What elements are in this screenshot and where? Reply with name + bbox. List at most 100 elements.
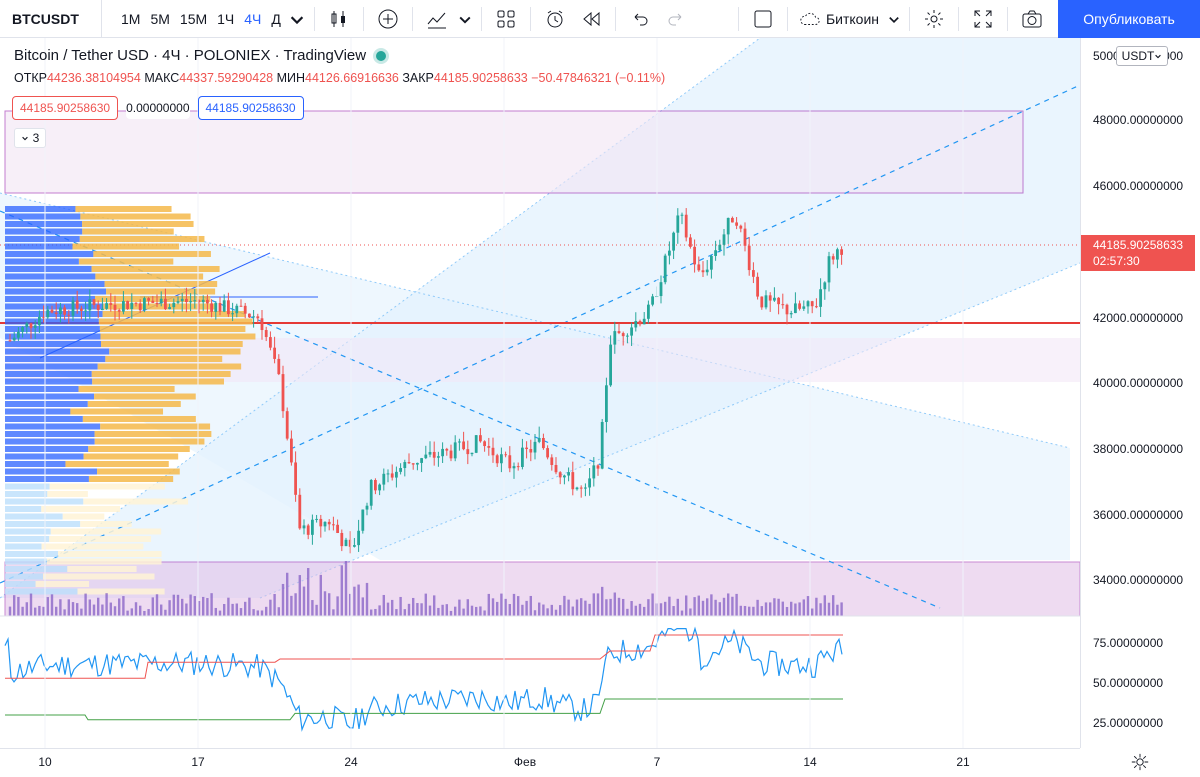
candle (533, 433, 537, 460)
cloud-save-icon[interactable] (796, 3, 824, 35)
replay-icon[interactable] (575, 3, 607, 35)
volume-bar (298, 575, 301, 616)
volume-profile-bar (5, 333, 101, 340)
compare-add-icon[interactable] (372, 3, 404, 35)
candle (831, 253, 835, 265)
interval-5m[interactable]: 5M (150, 10, 170, 27)
volume-bar (508, 604, 511, 616)
volume-profile-bar (106, 288, 216, 295)
sell-price-box[interactable]: 44185.90258630 (12, 96, 119, 120)
volume-profile-bar (80, 521, 132, 527)
volume-bar (63, 609, 66, 616)
interval-15m[interactable]: 15M (179, 10, 208, 27)
volume-bar (559, 605, 562, 616)
undo-icon[interactable] (624, 3, 656, 35)
candle (479, 428, 482, 443)
volume-bar (630, 601, 633, 616)
indicators-icon[interactable] (421, 3, 453, 35)
interval-1h[interactable]: 1Ч (217, 10, 235, 27)
volume-profile-bar (35, 581, 90, 587)
candle (634, 312, 638, 332)
symbol-search-button[interactable]: BTCUSDT (0, 0, 102, 38)
buy-price-box[interactable]: 44185.90258630 (197, 96, 304, 120)
volume-bar (773, 598, 776, 616)
candle (441, 442, 444, 463)
candle (378, 483, 381, 496)
volume-bar (437, 607, 440, 616)
volume-bar (441, 604, 444, 616)
candle (302, 519, 306, 535)
volume-bar (479, 606, 482, 616)
snapshot-camera-icon[interactable] (1016, 3, 1048, 35)
volume-bar (407, 603, 411, 616)
volume-profile-bar (5, 228, 83, 235)
volume-bar (739, 605, 742, 616)
volume-profile-bar (91, 371, 231, 377)
candle (63, 304, 66, 320)
purple-zone-top (4, 110, 1024, 194)
candle (651, 293, 654, 307)
volume-bar (50, 594, 54, 616)
toolbar-divider (614, 6, 616, 31)
fullscreen-box-icon[interactable] (747, 3, 779, 35)
alert-clock-icon[interactable] (539, 3, 571, 35)
volume-profile-bar (41, 506, 121, 512)
candle (277, 354, 281, 376)
volume-bar (546, 608, 549, 616)
layout-name[interactable]: Биткоин (825, 10, 879, 27)
volume-bar (130, 608, 133, 616)
volume-profile-bar (80, 213, 191, 220)
chart-settings-gear-icon[interactable] (1130, 752, 1150, 772)
toolbar-divider (313, 6, 315, 31)
indicators-collapse-button[interactable]: 3 (14, 128, 46, 148)
candle (348, 531, 352, 554)
candle (420, 457, 423, 472)
toolbar-divider (362, 6, 364, 31)
interval-day[interactable]: Д (271, 10, 281, 27)
time-axis[interactable]: 10 17 24 Фев 7 14 21 (0, 748, 1080, 777)
volume-bar (265, 606, 268, 616)
candle (395, 466, 398, 488)
interval-dropdown-icon[interactable] (288, 3, 306, 35)
price-axis[interactable]: 50000.00000000 48000.00000000 46000.0000… (1080, 38, 1200, 748)
candle (193, 288, 197, 309)
layouts-grid-icon[interactable] (490, 3, 522, 35)
volume-bar (113, 606, 117, 616)
fullscreen-expand-icon[interactable] (967, 3, 999, 35)
chart-type-candles-icon[interactable] (323, 3, 355, 35)
price-label: 48000.00000000 (1093, 113, 1184, 127)
candle (579, 485, 583, 498)
volume-bar (651, 593, 654, 616)
volume-bar (794, 603, 797, 616)
interval-1m[interactable]: 1M (121, 10, 141, 27)
indicators-dropdown-icon[interactable] (457, 3, 473, 35)
volume-bar (659, 603, 663, 616)
candle (546, 445, 549, 460)
settings-gear-icon[interactable] (918, 3, 950, 35)
volume-profile-bar (5, 371, 92, 377)
candle (172, 298, 176, 314)
volume-bar (462, 608, 465, 616)
publish-button[interactable]: Опубликовать (1058, 0, 1200, 38)
redo-icon[interactable] (660, 3, 692, 35)
volume-profile-bar (5, 476, 89, 482)
layout-dropdown-icon[interactable] (887, 3, 901, 35)
volume-bar (827, 602, 831, 616)
interval-4h[interactable]: 4Ч (244, 10, 262, 27)
volume-profile-bar (5, 393, 95, 400)
chart-canvas[interactable] (0, 38, 1080, 748)
upper-band-line (5, 634, 843, 679)
candle (327, 519, 331, 531)
volume-profile-bar (5, 461, 66, 467)
candle (605, 377, 608, 433)
volume-profile-bar (5, 588, 78, 595)
volume-bar (67, 599, 70, 616)
low-value: 44126.66916636 (305, 71, 399, 85)
currency-select[interactable]: USDT (1116, 46, 1168, 66)
volume-bar (168, 600, 171, 616)
volume-bar (134, 602, 138, 616)
high-label: МАКС (144, 71, 180, 85)
volume-bar (273, 593, 276, 616)
volume-profile-bar (46, 558, 162, 565)
volume-bar (252, 609, 255, 616)
